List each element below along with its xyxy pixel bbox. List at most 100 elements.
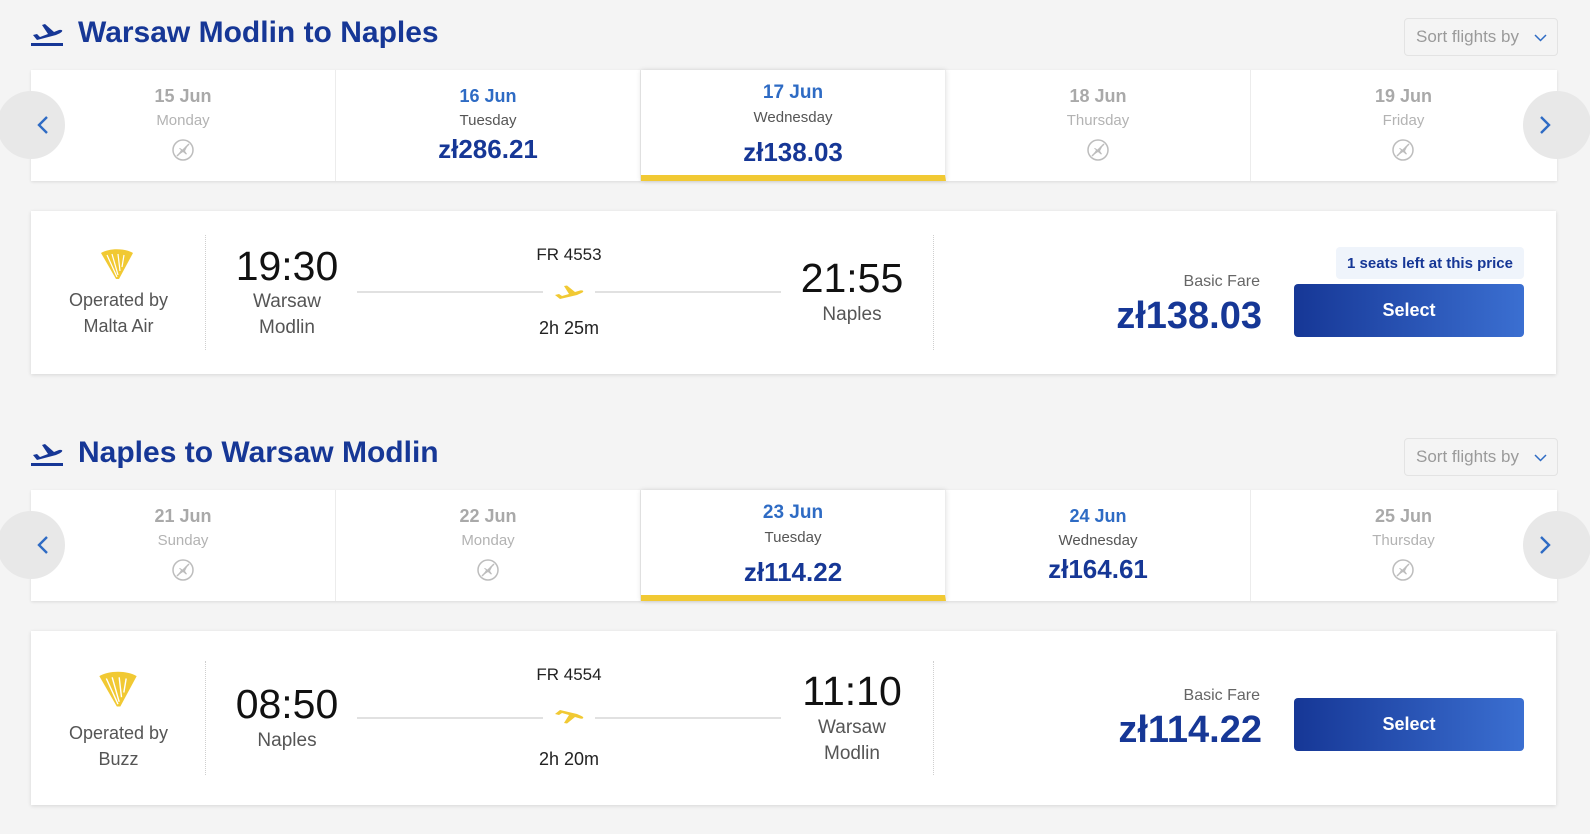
next-dates-button[interactable] <box>1523 511 1590 579</box>
date-tab[interactable]: 15 Jun Monday <box>31 70 336 181</box>
date-tab[interactable]: 21 Jun Sunday <box>31 490 336 601</box>
date-tab[interactable]: 22 Jun Monday <box>336 490 641 601</box>
arrival-place: Warsaw Modlin <box>782 715 922 767</box>
date-label: 24 Jun <box>1069 506 1127 526</box>
prev-dates-button[interactable] <box>0 511 65 579</box>
seats-left-badge: 1 seats left at this price <box>1336 247 1524 279</box>
weekday-label: Thursday <box>1372 532 1435 549</box>
date-tab[interactable]: 18 Jun Thursday <box>946 70 1251 181</box>
weekday-label: Thursday <box>1066 112 1130 129</box>
fare-type-label: Basic Fare <box>1183 273 1260 290</box>
date-price: zł114.22 <box>743 557 843 587</box>
flight-duration: 2h 25m <box>538 318 600 338</box>
chevron-left-icon <box>37 116 48 134</box>
route-line <box>595 291 781 293</box>
departure-time: 19:30 <box>235 243 339 289</box>
return-header: Naples to Warsaw Modlin Sort flights by <box>30 434 1558 476</box>
sort-flights-dropdown[interactable]: Sort flights by <box>1404 438 1558 476</box>
date-tab[interactable]: 16 Jun Tuesday zł286.21 <box>336 70 641 181</box>
sort-label: Sort flights by <box>1416 447 1519 466</box>
departure-place: Warsaw Modlin <box>217 289 357 341</box>
chevron-right-icon <box>1540 116 1551 134</box>
date-tab-selected[interactable]: 23 Jun Tuesday zł114.22 <box>641 490 946 601</box>
no-flight-icon <box>1087 139 1109 161</box>
date-label: 25 Jun <box>1374 506 1433 526</box>
date-price: zł164.61 <box>1048 554 1148 584</box>
date-label: 17 Jun <box>762 82 824 103</box>
departure-place-line: Warsaw <box>253 291 321 312</box>
date-label: 22 Jun <box>459 506 517 526</box>
no-flight-icon <box>1392 139 1414 161</box>
harp-logo-icon <box>101 249 133 279</box>
date-label: 16 Jun <box>459 86 517 106</box>
date-label: 21 Jun <box>154 506 212 526</box>
weekday-label: Monday <box>156 112 210 129</box>
sort-flights-dropdown[interactable]: Sort flights by <box>1404 18 1558 56</box>
arrival-place-line: Naples <box>822 304 882 325</box>
flight-number: FR 4553 <box>536 245 602 264</box>
date-label: 18 Jun <box>1069 86 1127 106</box>
harp-logo-icon <box>99 671 137 707</box>
no-flight-icon <box>172 559 194 581</box>
operator-block: Operated by Malta Air <box>31 211 206 374</box>
chevron-right-icon <box>1540 536 1551 554</box>
departure-time: 08:50 <box>235 681 339 727</box>
date-carousel: 15 Jun Monday 16 Jun Tuesday zł286.21 17… <box>0 70 1590 181</box>
date-price: zł138.03 <box>743 137 843 167</box>
flight-duration: 2h 20m <box>538 749 600 769</box>
select-button[interactable]: Select <box>1294 698 1524 751</box>
page-title: Warsaw Modlin to Naples <box>78 16 439 49</box>
plane-icon <box>555 285 584 299</box>
divider <box>933 235 934 350</box>
route-line <box>595 717 781 719</box>
weekday-label: Monday <box>461 532 515 549</box>
arrival-time: 11:10 <box>802 668 902 714</box>
outbound-header: Warsaw Modlin to Naples Sort flights by <box>30 14 1558 56</box>
operated-by-label: Operated by <box>68 723 169 743</box>
date-tab[interactable]: 25 Jun Thursday <box>1251 490 1556 601</box>
flight-card: Operated by Buzz 08:50 Naples FR 4554 2h… <box>31 631 1556 805</box>
date-label: 19 Jun <box>1374 86 1433 106</box>
weekday-label: Sunday <box>157 532 209 549</box>
arrival-place-line: Modlin <box>824 743 880 764</box>
page-title: Naples to Warsaw Modlin <box>78 436 439 469</box>
departure-place: Naples <box>217 728 357 754</box>
divider <box>205 661 206 775</box>
select-button[interactable]: Select <box>1294 284 1524 337</box>
departure-place-line: Modlin <box>259 317 315 338</box>
weekday-label: Wednesday <box>753 109 833 126</box>
date-tab[interactable]: 24 Jun Wednesday zł164.61 <box>946 490 1251 601</box>
date-tab-selected[interactable]: 17 Jun Wednesday zł138.03 <box>641 70 946 181</box>
next-dates-button[interactable] <box>1523 91 1590 159</box>
departure-place-line: Naples <box>257 730 317 751</box>
chevron-down-icon <box>1534 454 1547 462</box>
operated-by-label: Operated by <box>68 290 169 310</box>
operator-block: Operated by Buzz <box>31 631 206 805</box>
operator-name: Malta Air <box>83 316 154 336</box>
plane-takeoff-icon <box>31 24 63 46</box>
route-line <box>357 291 543 293</box>
weekday-label: Tuesday <box>459 112 517 129</box>
fare-price: zł114.22 <box>1118 709 1262 751</box>
weekday-label: Friday <box>1382 112 1425 129</box>
arrival-place: Naples <box>782 302 922 328</box>
prev-dates-button[interactable] <box>0 91 65 159</box>
chevron-down-icon <box>1534 34 1547 42</box>
fare-type-label: Basic Fare <box>1183 687 1260 704</box>
plane-takeoff-icon <box>31 444 63 466</box>
weekday-label: Tuesday <box>764 529 822 546</box>
no-flight-icon <box>477 559 499 581</box>
chevron-left-icon <box>37 536 48 554</box>
sort-label: Sort flights by <box>1416 27 1519 46</box>
divider <box>205 235 206 350</box>
plane-icon <box>555 710 584 724</box>
date-tab[interactable]: 19 Jun Friday <box>1251 70 1556 181</box>
date-label: 15 Jun <box>154 86 212 106</box>
date-carousel: 21 Jun Sunday 22 Jun Monday 23 Jun Tuesd… <box>0 490 1590 601</box>
date-label: 23 Jun <box>762 502 824 523</box>
divider <box>933 661 934 775</box>
arrival-place-line: Warsaw <box>818 717 886 738</box>
date-price: zł286.21 <box>438 134 538 164</box>
operator-name: Buzz <box>98 749 139 769</box>
weekday-label: Wednesday <box>1058 532 1138 549</box>
